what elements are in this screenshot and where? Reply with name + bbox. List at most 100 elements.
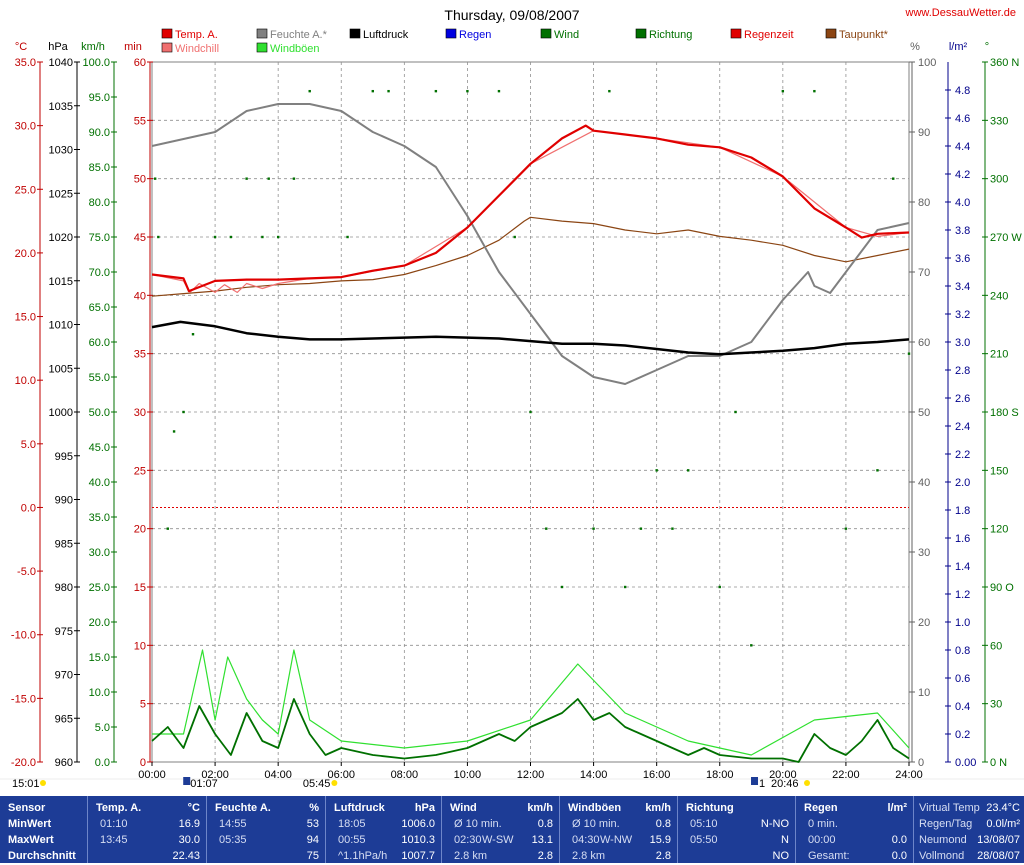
x-tick-label: 06:00 xyxy=(327,769,355,781)
wind-axis-tick-label: 45.0 xyxy=(89,442,110,454)
unit-label-hpa: hPa xyxy=(48,41,68,53)
stats-row-extra: W-NW xyxy=(600,834,633,846)
temp-axis-tick-label: -20.0 xyxy=(11,757,36,769)
wind-axis-tick-label: 10.0 xyxy=(89,687,110,699)
stats-row-time: 13:45 xyxy=(100,834,128,846)
direction-axis-tick-label: 330 xyxy=(990,115,1008,127)
temp-axis-tick-label: 25.0 xyxy=(15,184,36,196)
series-taupunkt-line xyxy=(151,216,910,297)
stats-row: 05:50 N xyxy=(678,834,795,849)
stats-row-value: 1010.3 xyxy=(401,834,435,846)
pressure-axis-tick-label: 1015 xyxy=(49,276,73,288)
direction-axis-tick-label: 240 xyxy=(990,290,1008,302)
wind-axis-tick-label: 55.0 xyxy=(89,372,110,384)
raintime-axis-tick-label: 35 xyxy=(134,349,146,361)
stats-header-title: Windböen xyxy=(568,802,622,814)
direction-point xyxy=(182,410,185,414)
stats-header-unit: km/h xyxy=(527,802,553,814)
rain-axis-tick-label: 0.00 xyxy=(955,757,976,769)
direction-point xyxy=(434,89,438,93)
stats-column-3: Luftdruck hPa 18:05 1006.0 00:55 1010.3 ^1.1hP… xyxy=(326,796,442,863)
direction-point xyxy=(718,585,721,589)
wind-axis-tick-label: 85.0 xyxy=(89,162,110,174)
stats-header: Windböen km/h xyxy=(560,802,677,817)
moon-next-label: 1 xyxy=(759,778,765,790)
direction-point xyxy=(907,352,911,355)
temp-axis-tick-label: 35.0 xyxy=(15,57,36,69)
stats-extra-label: Vollmond xyxy=(919,850,965,862)
series-feuchte-a-line xyxy=(151,103,910,385)
unit-label-rain: l/m² xyxy=(949,41,968,53)
humidity-axis-tick-label: 50 xyxy=(918,407,930,419)
site-link[interactable]: www.DessauWetter.de xyxy=(905,7,1016,19)
chart-title: Thursday, 09/08/2007 xyxy=(444,7,579,23)
stats-row-label: Durchschnitt xyxy=(8,850,76,862)
stats-row: MinWert xyxy=(0,818,87,833)
raintime-axis-tick-label: 25 xyxy=(134,465,146,477)
moon-icon xyxy=(751,777,759,785)
stats-row: 00:00 0.0 xyxy=(796,834,913,849)
rain-axis-tick-label: 0.4 xyxy=(955,701,970,713)
rain-axis-tick-label: 0.6 xyxy=(955,673,970,685)
stats-row-time: 05:10 xyxy=(690,818,718,830)
stats-column-7: Regen l/m² 0 min. 00:00 0.0 Gesamt: 0.0 xyxy=(796,796,914,863)
pressure-axis-tick-label: 970 xyxy=(55,670,73,682)
stats-column-0: Sensor MinWert MaxWert Durchschnitt xyxy=(0,796,88,863)
stats-row: 02:30 W-SW 13.1 xyxy=(442,834,559,849)
stats-header-title: Regen xyxy=(804,802,838,814)
stats-header-unit: % xyxy=(309,802,319,814)
humidity-axis-tick-label: 40 xyxy=(918,477,930,489)
series-temp-a-line xyxy=(151,124,910,293)
legend-swatch xyxy=(161,28,173,39)
unit-label-pct: % xyxy=(910,41,920,53)
stats-row-value: 1007.7 xyxy=(401,850,435,862)
stats-row: MaxWert xyxy=(0,834,87,849)
wind-axis-tick-label: 15.0 xyxy=(89,652,110,664)
stats-extra-value: 0.0l/m² xyxy=(986,818,1020,830)
x-tick-label: 16:00 xyxy=(643,769,671,781)
stats-header-unit: hPa xyxy=(414,802,435,814)
raintime-axis-tick-label: 20 xyxy=(134,524,146,536)
stats-row-time: 01:10 xyxy=(100,818,128,830)
stats-extra: Virtual Temp 23.4°C Regen/Tag 0.0l/m² Neumon… xyxy=(914,796,1024,863)
direction-point xyxy=(346,235,349,239)
legend-label: Richtung xyxy=(649,29,692,41)
direction-point xyxy=(245,177,248,180)
legend-label: Windchill xyxy=(175,43,219,55)
sunrise-time: 05:45 xyxy=(303,778,331,790)
stats-header: Wind km/h xyxy=(442,802,559,817)
direction-axis-tick-label: 300 xyxy=(990,174,1008,186)
pressure-axis-tick-label: 960 xyxy=(55,757,73,769)
stats-extra-value: 28/08/07 xyxy=(977,850,1020,862)
legend-label: Temp. A. xyxy=(175,29,218,41)
humidity-axis-tick-label: 20 xyxy=(918,617,930,629)
moon-icon xyxy=(183,777,191,785)
direction-axis-tick-label: 150 xyxy=(990,465,1008,477)
rain-axis-tick-label: 2.4 xyxy=(955,421,970,433)
legend-swatch xyxy=(825,28,837,39)
stats-row: Durchschnitt xyxy=(0,850,87,865)
direction-point xyxy=(529,410,532,414)
raintime-axis-tick-label: 40 xyxy=(134,290,146,302)
stats-row-value: 16.9 xyxy=(178,818,200,830)
x-tick-label: 18:00 xyxy=(706,769,734,781)
direction-point xyxy=(292,177,296,180)
rain-axis-tick-label: 2.6 xyxy=(955,393,970,405)
series-wind-line xyxy=(151,698,910,763)
stats-extra-label: Regen/Tag xyxy=(919,818,973,830)
direction-axis-tick-label: 270 W xyxy=(990,232,1022,244)
unit-label-temp: °C xyxy=(15,41,27,53)
legend: Temp. A. Windchill Feuchte A.* Windböen Luft… xyxy=(161,28,889,55)
legend-swatch xyxy=(445,28,457,39)
stats-row-value: 0.8 xyxy=(537,818,553,830)
legend-label: Regenzeit xyxy=(744,29,794,41)
wind-axis-tick-label: 60.0 xyxy=(89,337,110,349)
stats-row-time: Ø 10 min. xyxy=(572,818,620,830)
wind-axis-tick-label: 65.0 xyxy=(89,302,110,314)
direction-point xyxy=(734,410,737,414)
legend-label: Regen xyxy=(459,29,491,41)
stats-row: 01:10 16.9 xyxy=(88,818,206,833)
moonrise-time: 01:07 xyxy=(190,778,218,790)
plot-area xyxy=(151,89,911,763)
axes: 35.0 30.0 25.0 20.0 15.0 10.0 5.0 0.0 -5.0 -10.0 -… xyxy=(11,57,1022,769)
